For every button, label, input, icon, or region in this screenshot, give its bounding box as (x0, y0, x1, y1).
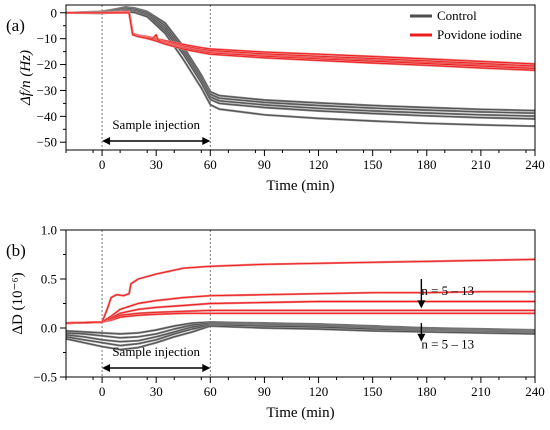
panel-b-y-tick-label-1: 0.0 (41, 321, 57, 336)
panel-b-series-6-line (65, 309, 535, 324)
panel-a-label: (a) (6, 16, 25, 35)
panel-a-y-tick-label-5: −50 (37, 135, 57, 150)
panel-a-sample-injection-label: Sample injection (112, 117, 200, 132)
panel-b-label: (b) (6, 241, 26, 260)
panel-b-series-5-line (65, 312, 535, 324)
panel-a-y-tick-label-0: 0 (51, 5, 58, 20)
panel-b-sample-injection-arrow-right-head (202, 364, 211, 372)
panel-b-n-label-1: n = 5 – 13 (421, 337, 474, 352)
panel-b-series-9-line (65, 258, 536, 324)
panel-b-y-axis-title: ΔD (10⁻⁶) (10, 272, 26, 334)
panel-b-n-arrow-head-0 (417, 300, 426, 309)
panel-b-y-tick-label-0: −0.5 (33, 370, 57, 385)
panel-a-x-tick-label-5: 150 (363, 157, 383, 172)
panel-a-x-tick-label-2: 60 (204, 157, 217, 172)
panel-b-x-tick-label-1: 30 (150, 384, 163, 399)
panel-b-x-tick-label-3: 90 (258, 384, 271, 399)
panel-b-y-tick-label-3: 1.0 (41, 223, 57, 238)
panel-a-legend-label-0: Control (437, 8, 477, 23)
panel-b-sample-injection-label: Sample injection (112, 344, 200, 359)
panel-a-x-tick-label-4: 120 (309, 157, 329, 172)
panel-a-x-tick-label-8: 240 (525, 157, 545, 172)
panel-a-legend-label-1: Povidone iodine (437, 27, 522, 42)
panel-a-x-tick-label-6: 180 (417, 157, 437, 172)
panel-b-x-tick-label-7: 210 (471, 384, 491, 399)
panel-b-series-3-line (65, 324, 536, 347)
panel-b-series-8-line (65, 291, 535, 324)
panel-b-n-label-0: n = 5 – 13 (421, 283, 474, 298)
panel-a-series-9-line (66, 12, 536, 71)
panel-a-y-tick-label-1: −10 (37, 31, 57, 46)
panel-a-x-tick-label-3: 90 (258, 157, 271, 172)
panel-a-x-tick-label-0: 0 (99, 157, 106, 172)
panel-b-series-7-line (65, 301, 535, 324)
panel-a-sample-injection-arrow-right-head (202, 137, 211, 145)
panel-a-x-axis-title: Time (min) (266, 178, 334, 194)
panel-b-x-tick-label-4: 120 (309, 384, 329, 399)
panel-a-y-tick-label-4: −40 (37, 109, 57, 124)
panel-b-x-tick-label-2: 60 (204, 384, 217, 399)
panel-b-x-tick-label-5: 150 (363, 384, 383, 399)
panel-b-sample-injection-arrow-left-head (102, 364, 111, 372)
panel-b-x-tick-label-0: 0 (99, 384, 106, 399)
panel-a-y-tick-label-2: −20 (37, 57, 57, 72)
panel-a-series-1-line (65, 7, 536, 114)
panel-b-series-5-halo (65, 312, 535, 325)
panel-a-x-tick-label-7: 210 (471, 157, 491, 172)
panel-b-x-tick-label-8: 240 (525, 384, 545, 399)
panel-b-series-4-line (65, 325, 536, 351)
panel-a-x-tick-label-1: 30 (150, 157, 163, 172)
panel-b-x-axis-title: Time (min) (266, 405, 334, 421)
panel-a-sample-injection-arrow-left-head (102, 137, 111, 145)
panel-a-y-axis-title: Δf/n (Hz) (18, 50, 34, 106)
panel-b-n-arrow-head-1 (417, 333, 426, 342)
panel-b-x-tick-label-6: 180 (417, 384, 437, 399)
panel-a-y-tick-label-3: −30 (37, 83, 57, 98)
panel-b-y-tick-label-2: 0.5 (41, 272, 57, 287)
